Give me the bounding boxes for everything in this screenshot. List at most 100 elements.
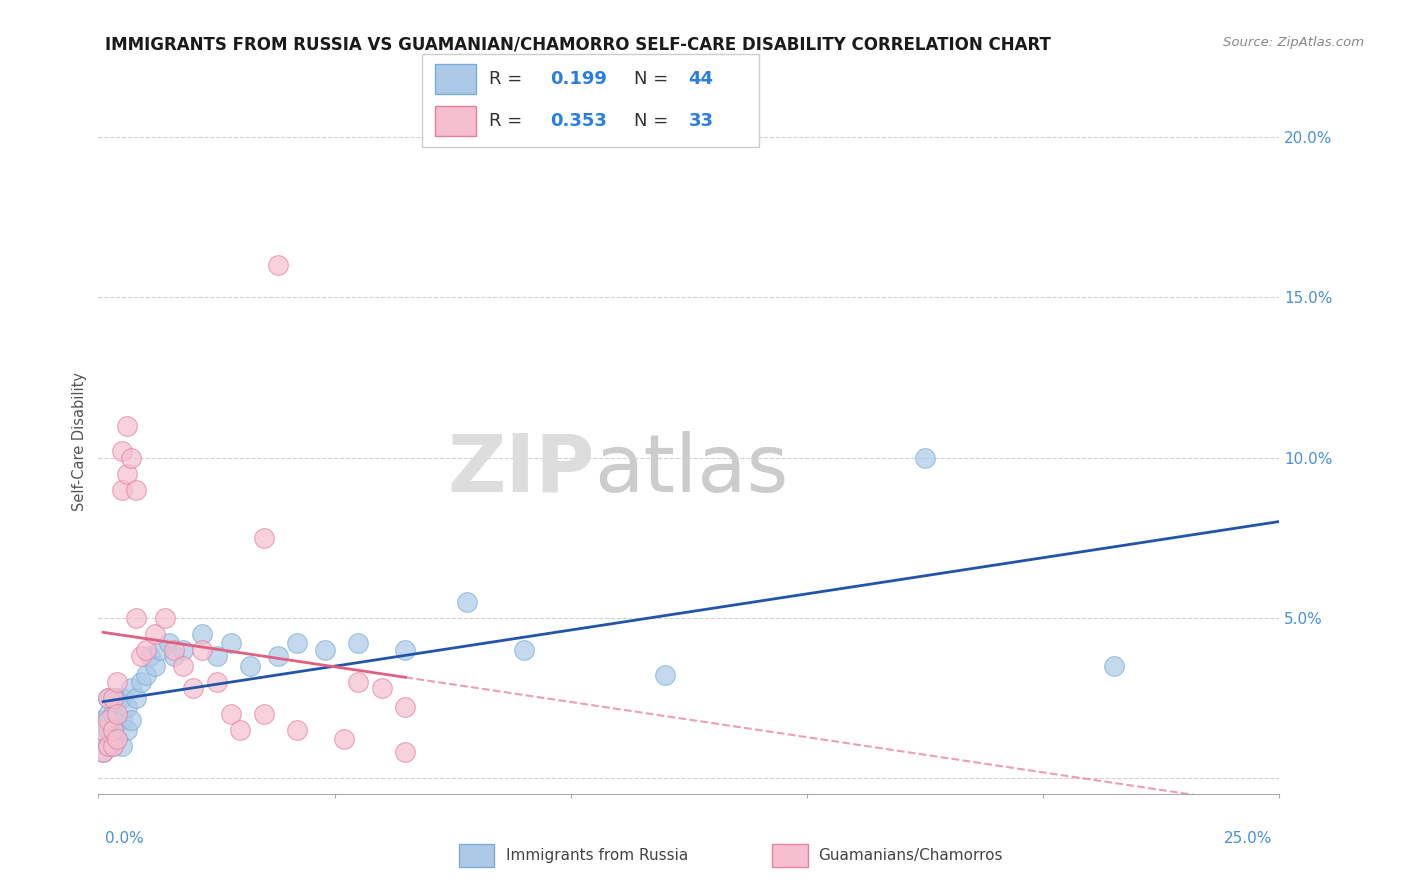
Point bbox=[191, 642, 214, 657]
Bar bbox=[436, 64, 475, 94]
Point bbox=[101, 723, 124, 737]
Point bbox=[347, 636, 370, 650]
Point bbox=[101, 690, 124, 705]
Point bbox=[91, 732, 114, 747]
Point bbox=[101, 739, 124, 753]
Text: N =: N = bbox=[634, 112, 675, 130]
Point bbox=[456, 595, 478, 609]
Point bbox=[97, 723, 120, 737]
Text: atlas: atlas bbox=[595, 431, 789, 508]
Point bbox=[115, 700, 138, 714]
Text: Immigrants from Russia: Immigrants from Russia bbox=[506, 848, 689, 863]
Point bbox=[512, 642, 534, 657]
Point bbox=[135, 668, 157, 682]
Point bbox=[101, 739, 124, 753]
Point bbox=[105, 706, 128, 721]
Point bbox=[181, 681, 204, 696]
Point bbox=[314, 642, 336, 657]
Text: R =: R = bbox=[489, 112, 529, 130]
Point bbox=[239, 658, 262, 673]
Text: IMMIGRANTS FROM RUSSIA VS GUAMANIAN/CHAMORRO SELF-CARE DISABILITY CORRELATION CH: IMMIGRANTS FROM RUSSIA VS GUAMANIAN/CHAM… bbox=[105, 36, 1052, 54]
Point bbox=[253, 706, 276, 721]
Point bbox=[115, 418, 138, 433]
Point bbox=[115, 723, 138, 737]
Point bbox=[97, 690, 120, 705]
Point bbox=[105, 732, 128, 747]
Point bbox=[97, 739, 120, 753]
Point bbox=[125, 610, 148, 624]
Point bbox=[153, 610, 176, 624]
Point bbox=[333, 732, 356, 747]
Point bbox=[129, 649, 152, 664]
Point bbox=[157, 636, 180, 650]
Point bbox=[172, 658, 194, 673]
Point bbox=[394, 745, 416, 759]
Text: 25.0%: 25.0% bbox=[1225, 831, 1272, 847]
Bar bbox=[458, 844, 495, 867]
Point bbox=[105, 690, 128, 705]
Point bbox=[97, 739, 120, 753]
Point bbox=[105, 674, 128, 689]
Point bbox=[111, 483, 134, 497]
Point bbox=[205, 649, 228, 664]
Point bbox=[111, 690, 134, 705]
Point bbox=[91, 745, 114, 759]
Y-axis label: Self-Care Disability: Self-Care Disability bbox=[72, 372, 87, 511]
Point bbox=[135, 642, 157, 657]
Point bbox=[191, 626, 214, 640]
Point bbox=[97, 690, 120, 705]
Point bbox=[172, 642, 194, 657]
Point bbox=[91, 713, 114, 727]
Point bbox=[91, 745, 114, 759]
Point bbox=[129, 674, 152, 689]
Text: Guamanians/Chamorros: Guamanians/Chamorros bbox=[818, 848, 1002, 863]
Point bbox=[253, 531, 276, 545]
Point bbox=[163, 642, 186, 657]
Point bbox=[105, 713, 128, 727]
Text: 0.199: 0.199 bbox=[550, 70, 607, 87]
Point bbox=[101, 723, 124, 737]
Point bbox=[1102, 658, 1125, 673]
Point bbox=[914, 450, 936, 465]
Point bbox=[91, 723, 114, 737]
Point bbox=[97, 713, 120, 727]
Point bbox=[267, 649, 290, 664]
Point bbox=[394, 642, 416, 657]
Text: 44: 44 bbox=[689, 70, 713, 87]
Point bbox=[229, 723, 252, 737]
Point bbox=[111, 444, 134, 458]
Text: ZIP: ZIP bbox=[447, 431, 595, 508]
Text: 33: 33 bbox=[689, 112, 713, 130]
Point bbox=[139, 649, 162, 664]
Point bbox=[654, 668, 676, 682]
Point bbox=[143, 658, 166, 673]
Point bbox=[371, 681, 394, 696]
Point bbox=[121, 713, 143, 727]
Point bbox=[125, 690, 148, 705]
Text: R =: R = bbox=[489, 70, 529, 87]
Point bbox=[205, 674, 228, 689]
Point bbox=[105, 732, 128, 747]
Point bbox=[143, 626, 166, 640]
Point bbox=[97, 706, 120, 721]
Point bbox=[347, 674, 370, 689]
Point bbox=[163, 649, 186, 664]
Text: 0.0%: 0.0% bbox=[105, 831, 145, 847]
Point bbox=[149, 642, 172, 657]
Point bbox=[219, 636, 242, 650]
Point bbox=[219, 706, 242, 721]
Point bbox=[125, 483, 148, 497]
Point bbox=[115, 467, 138, 481]
Point bbox=[111, 713, 134, 727]
Point bbox=[285, 723, 308, 737]
Point bbox=[101, 706, 124, 721]
Bar bbox=[772, 844, 808, 867]
Point bbox=[111, 739, 134, 753]
Text: 0.353: 0.353 bbox=[550, 112, 607, 130]
Point bbox=[121, 450, 143, 465]
Point bbox=[394, 700, 416, 714]
Point bbox=[285, 636, 308, 650]
Point bbox=[101, 690, 124, 705]
Text: N =: N = bbox=[634, 70, 675, 87]
Bar bbox=[436, 106, 475, 136]
